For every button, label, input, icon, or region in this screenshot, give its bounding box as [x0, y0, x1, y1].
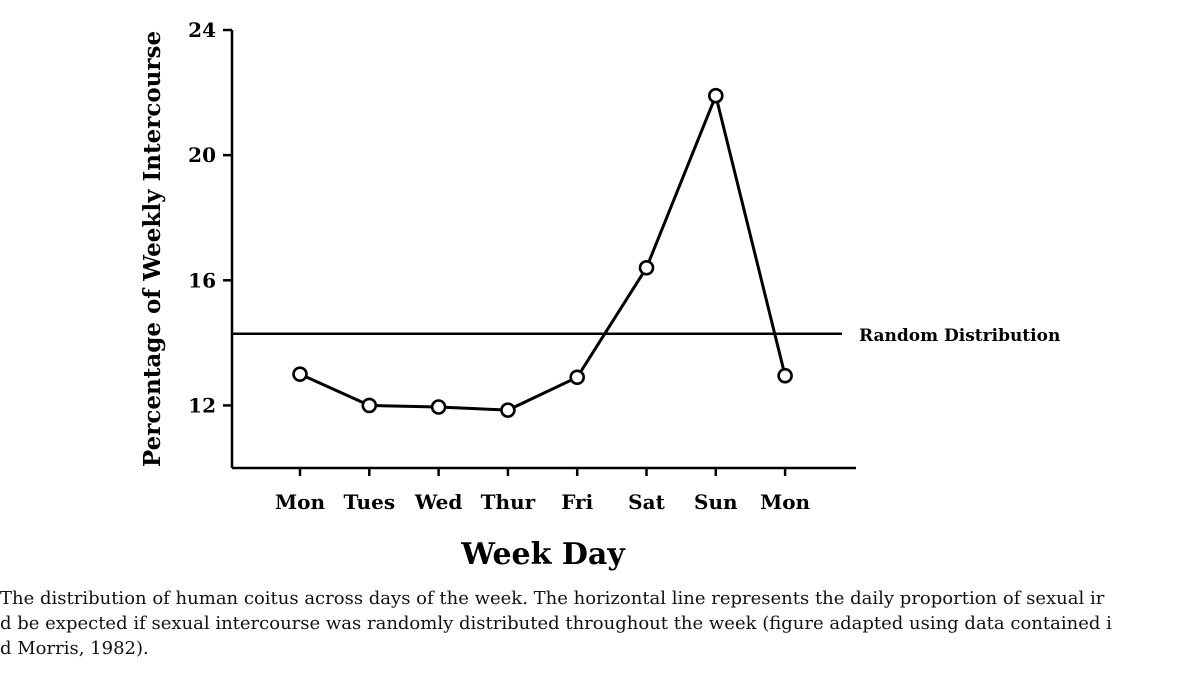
data-point [361, 397, 378, 414]
x-tick-label: Sun [694, 490, 738, 514]
x-tick-label: Tues [344, 490, 396, 514]
data-point [707, 87, 724, 104]
figure-caption: The distribution of human coitus across … [0, 586, 1200, 661]
x-tick-label: Mon [275, 490, 325, 514]
y-ticks: 12 16 20 24 [188, 18, 232, 417]
data-point [569, 369, 586, 386]
reference-line-group: Random Distribution [232, 326, 1060, 346]
x-tick-label: Sat [628, 490, 665, 514]
x-axis-title: Week Day [460, 537, 626, 572]
series-line [299, 94, 787, 412]
y-axis-title: Percentage of Weekly Intercourse [139, 31, 166, 467]
y-tick-label: 16 [188, 268, 216, 292]
caption-line: d be expected if sexual intercourse was … [0, 613, 1112, 634]
line-chart: 12 16 20 24 Mon Tues Wed Thur Fri Sat Sun Mon Rand… [139, 18, 1060, 572]
series-group [292, 87, 793, 418]
caption-line: d Morris, 1982). [0, 638, 149, 659]
y-tick-label: 20 [188, 143, 216, 167]
y-tick-label: 24 [188, 18, 216, 42]
caption-line: The distribution of human coitus across … [0, 588, 1105, 609]
reference-line-label: Random Distribution [859, 326, 1060, 346]
x-tick-label: Wed [414, 490, 463, 514]
axes [230, 30, 856, 470]
x-tick-label: Mon [760, 490, 810, 514]
data-point [292, 366, 308, 382]
x-ticks: Mon Tues Wed Thur Fri Sat Sun Mon [275, 468, 811, 514]
x-tick-label: Fri [561, 490, 593, 514]
x-tick-label: Thur [481, 490, 536, 514]
data-point [638, 259, 655, 276]
data-point [777, 367, 793, 384]
y-tick-label: 12 [188, 393, 216, 417]
data-point [500, 402, 516, 418]
data-point [430, 399, 447, 415]
